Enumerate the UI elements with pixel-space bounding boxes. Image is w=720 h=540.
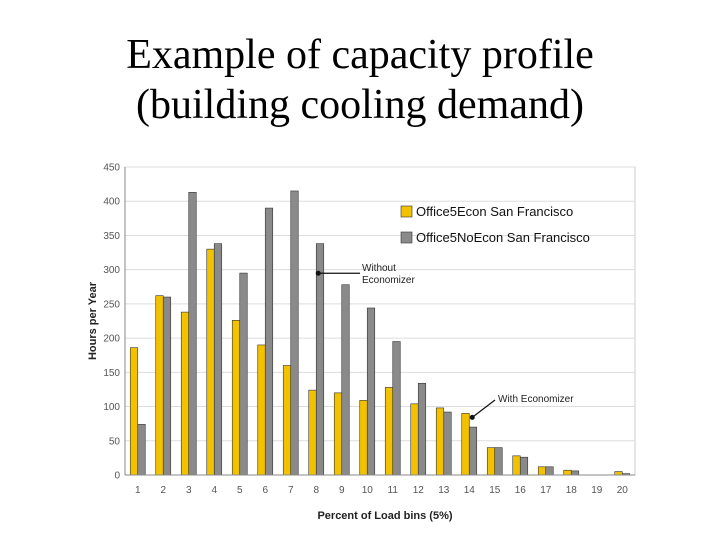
bar-noecon-bin-14 (468, 426, 478, 476)
bar-econ-bin-8 (308, 389, 317, 476)
x-tick-label: 10 (362, 485, 374, 496)
x-tick-label: 2 (160, 485, 166, 496)
bar-noecon-bin-15 (494, 447, 503, 476)
bar-econ-bin-7 (282, 365, 292, 476)
annotation-arrowhead (315, 270, 321, 276)
slide-title-line-1: Example of capacity profile (126, 32, 594, 78)
bar-noecon-bin-10 (366, 307, 376, 476)
bar-noecon-bin-6 (264, 207, 274, 476)
annotation-with-economizer: With Economizer (498, 394, 574, 405)
bar-econ-bin-18 (563, 469, 572, 476)
slide-title-line-2: (building cooling demand) (136, 82, 584, 128)
x-tick-label: 16 (515, 485, 527, 496)
y-tick-labels: 0 50 100 150 200 250 300 350 400 450 (103, 163, 120, 482)
bar-econ-bin-10 (359, 400, 368, 476)
bar-econ-bin-14 (461, 413, 470, 476)
bars (129, 190, 631, 476)
y-tick-label: 200 (103, 334, 120, 345)
x-tick-label: 1 (135, 485, 141, 496)
y-tick-label: 450 (103, 163, 120, 174)
legend-swatch (400, 231, 413, 244)
y-tick-label: 400 (103, 197, 120, 208)
axes (124, 167, 635, 476)
bar-econ-bin-13 (435, 407, 445, 476)
bar-noecon-bin-1 (137, 424, 146, 476)
x-tick-label: 17 (540, 485, 552, 496)
y-tick-label: 0 (114, 471, 120, 482)
bar-econ-bin-15 (486, 447, 496, 476)
bar-econ-bin-4 (206, 248, 215, 476)
bar-noecon-bin-7 (290, 190, 299, 476)
x-tick-label: 11 (388, 485, 399, 496)
slide-title: Example of capacity profile (building co… (0, 30, 720, 130)
bar-noecon-bin-16 (519, 456, 529, 476)
legend-label: Office5NoEcon San Francisco (416, 230, 590, 245)
bar-noecon-bin-2 (162, 296, 172, 476)
x-tick-label: 3 (186, 485, 192, 496)
bar-noecon-bin-8 (315, 243, 325, 476)
x-tick-label: 13 (438, 485, 450, 496)
legend-swatch (400, 205, 413, 218)
x-tick-label: 20 (617, 485, 629, 496)
x-tick-label: 12 (413, 485, 425, 496)
y-tick-label: 100 (103, 402, 120, 413)
bar-noecon-bin-18 (570, 470, 580, 476)
bar-noecon-bin-5 (239, 272, 248, 476)
bar-econ-bin-9 (333, 392, 343, 476)
annotation-arrowhead (469, 414, 475, 420)
bar-econ-bin-5 (231, 320, 241, 476)
y-tick-label: 50 (109, 436, 121, 447)
x-tick-label: 8 (313, 485, 319, 496)
bar-econ-bin-11 (384, 387, 394, 476)
bar-noecon-bin-4 (213, 243, 223, 476)
bar-noecon-bin-17 (545, 466, 554, 476)
x-tick-label: 5 (237, 485, 243, 496)
annotation-without-economizer: Without (362, 263, 396, 274)
bar-econ-bin-3 (180, 311, 190, 476)
x-tick-label: 18 (566, 485, 578, 496)
y-tick-label: 250 (103, 299, 120, 310)
x-tick-label: 9 (339, 485, 345, 496)
bar-econ-bin-20 (614, 471, 623, 476)
annotation-arrow (471, 399, 496, 418)
bar-econ-bin-12 (410, 403, 419, 476)
x-tick-label: 7 (288, 485, 294, 496)
legend: Office5Econ San Francisco Office5NoEcon S… (400, 204, 590, 245)
legend-label: Office5Econ San Francisco (416, 204, 573, 219)
bar-noecon-bin-13 (443, 411, 452, 476)
bar-noecon-bin-12 (417, 382, 427, 476)
bar-econ-bin-16 (512, 455, 521, 476)
y-tick-label: 350 (103, 231, 120, 242)
x-axis-title: Percent of Load bins (5%) (317, 510, 452, 522)
bar-noecon-bin-9 (341, 284, 350, 476)
bar-econ-bin-6 (257, 344, 266, 476)
y-axis-title: Hours per Year (87, 281, 99, 360)
y-tick-label: 150 (103, 368, 120, 379)
x-tick-label: 4 (211, 485, 217, 496)
bar-noecon-bin-11 (392, 341, 401, 476)
bar-econ-bin-2 (155, 295, 164, 476)
annotation-without-economizer: Economizer (362, 275, 415, 286)
x-tick-label: 15 (489, 485, 501, 496)
y-tick-label: 300 (103, 265, 120, 276)
bar-noecon-bin-3 (188, 192, 197, 476)
bar-econ-bin-1 (129, 347, 139, 476)
x-tick-label: 19 (591, 485, 603, 496)
x-tick-labels: 1 2 3 4 5 6 7 8 9 10 11 12 13 14 15 16 17 18 19 20 (135, 485, 628, 496)
x-tick-label: 14 (464, 485, 476, 496)
x-tick-label: 6 (262, 485, 268, 496)
bar-econ-bin-17 (537, 466, 547, 476)
